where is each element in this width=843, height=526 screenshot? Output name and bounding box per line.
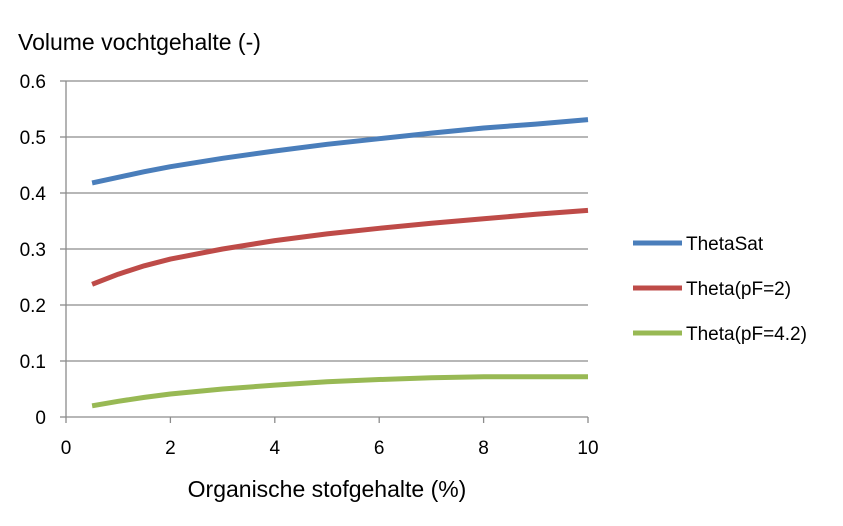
axis-layer: 0 0.1 0.2 0.3 0.4 0.5 0.6 0 2 4 6 8 10 [20,72,599,459]
y-tick-label: 0.4 [20,184,47,205]
legend-item: Theta(pF=4.2) [633,324,807,345]
legend-item: Theta(pF=2) [633,279,791,300]
grid-layer [66,80,588,362]
x-tick-label: 8 [478,438,489,459]
y-tick-label: 0.6 [20,72,46,93]
series-line-2 [91,374,588,409]
x-tick-label: 4 [270,438,281,459]
y-tick-label: 0.3 [20,240,46,261]
legend: ThetaSat Theta(pF=2) Theta(pF=4.2) [633,234,807,345]
y-tick-label: 0.5 [20,128,46,149]
legend-label: Theta(pF=2) [686,279,791,300]
legend-item: ThetaSat [633,234,764,255]
x-tick-label: 0 [61,438,72,459]
y-tick-label: 0.2 [20,296,46,317]
x-tick-label: 6 [374,438,385,459]
x-axis-title: Organische stofgehalte (%) [188,476,467,502]
y-tick-label: 0.1 [20,352,46,373]
x-tick-label: 2 [165,438,176,459]
y-tick-label: 0 [35,408,46,429]
x-tick-label: 10 [577,438,598,459]
y-axis-title: Volume vochtgehalte (-) [18,29,261,55]
series-line-1 [91,207,589,287]
legend-label: ThetaSat [686,234,764,255]
legend-label: Theta(pF=4.2) [686,324,807,345]
series-layer [91,117,589,409]
series-line-0 [91,117,589,186]
